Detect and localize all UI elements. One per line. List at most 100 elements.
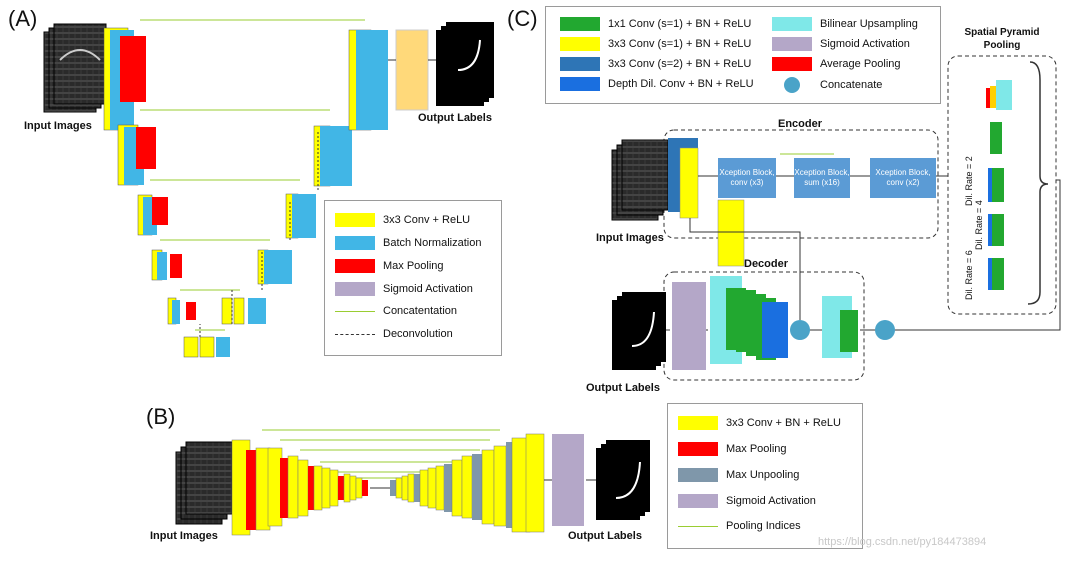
sigmoid-block-a [395,29,429,111]
deeplab-diagram [611,55,1061,381]
segnet-decoder [390,433,545,533]
legend-swatch [335,213,375,227]
legend-swatch [678,416,718,430]
legend-item: Sigmoid Activation [335,282,473,296]
panel-label-b: (B) [146,404,176,429]
legend-label: Sigmoid Activation [726,495,816,507]
legend-label: Max Unpooling [726,469,800,481]
legend-item: Max Unpooling [678,468,799,482]
concat-node-1 [790,320,810,340]
deconv-lines-a [199,130,319,337]
segnet-encoder [231,439,368,536]
legend-label: Sigmoid Activation [820,38,910,50]
legend-swatch [335,282,375,296]
unet-decoder [221,29,388,325]
output-label-stack-a [436,22,494,106]
legend-label: Concatentation [383,305,457,317]
input-image-stack-c [611,139,669,221]
legend-label: 1x1 Conv (s=1) + BN + ReLU [608,18,752,30]
spp-blocks [986,80,1012,290]
legend-item: 3x3 Conv + BN + ReLU [678,416,841,430]
legend-item: Batch Normalization [335,236,481,250]
output-label-stack-c [612,292,666,370]
legend-swatch [678,442,718,456]
dil-rate-6-label: Dil. Rate = 6 [964,250,974,300]
legend-swatch [560,57,600,71]
pooling-index-lines [262,429,500,479]
caption-output-c: Output Labels [586,382,660,394]
sigmoid-block-c [672,282,706,370]
legend-item: Concatentation [335,305,457,317]
legend-item: Max Pooling [335,259,444,273]
legend-label: Depth Dil. Conv + BN + ReLU [608,78,754,90]
xception-block-3: Xception Block, conv (x2) [870,158,936,198]
legend-c: 1x1 Conv (s=1) + BN + ReLU 3x3 Conv (s=1)… [545,6,941,104]
legend-item: Average Pooling [772,57,901,71]
legend-label: Batch Normalization [383,237,482,249]
dil-rate-4-label: Dil. Rate = 4 [974,200,984,250]
xception-block-2: Xception Block, sum (x16) [794,158,850,198]
legend-item: 3x3 Conv + ReLU [335,213,470,227]
legend-swatch [335,236,375,250]
legend-item: Concatenate [772,77,882,93]
legend-swatch [335,259,375,273]
concat-lines-a [140,19,365,331]
legend-a: 3x3 Conv + ReLU Batch Normalization Max Po… [324,200,502,356]
legend-label: Max Pooling [383,260,444,272]
legend-label: Sigmoid Activation [383,283,473,295]
caption-input-b: Input Images [150,530,218,542]
input-image-stack-a [43,23,107,113]
legend-label: 3x3 Conv + ReLU [383,214,471,226]
caption-input-a: Input Images [24,120,92,132]
legend-label: Max Pooling [726,443,787,455]
legend-swatch [678,468,718,482]
legend-item: Sigmoid Activation [678,494,816,508]
legend-label: Deconvolution [383,328,453,340]
legend-swatch [335,310,375,312]
unet-bottleneck [183,336,230,358]
caption-input-c: Input Images [596,232,664,244]
legend-swatch [784,77,800,93]
dil-rate-2-label: Dil. Rate = 2 [964,156,974,206]
legend-item: 3x3 Conv (s=1) + BN + ReLU [560,37,751,51]
legend-swatch [560,37,600,51]
panel-label-c: (C) [507,6,538,31]
legend-label: 3x3 Conv + BN + ReLU [726,417,841,429]
spp-box [947,55,1057,315]
legend-label: Average Pooling [820,58,901,70]
legend-label: 3x3 Conv (s=2) + BN + ReLU [608,58,752,70]
legend-swatch [772,57,812,71]
legend-item: 1x1 Conv (s=1) + BN + ReLU [560,17,751,31]
legend-item: Max Pooling [678,442,787,456]
unet-diagram [43,19,494,358]
legend-label: Bilinear Upsampling [820,18,918,30]
decoder-box [663,271,865,381]
conv3x3-block [679,147,699,219]
legend-label: Pooling Indices [726,520,801,532]
legend-item: Bilinear Upsampling [772,17,918,31]
watermark-text: https://blog.csdn.net/py184473894 [818,536,987,548]
legend-swatch [560,17,600,31]
legend-swatch [335,333,375,335]
legend-swatch [560,77,600,91]
panel-label-a: (A) [8,6,38,31]
xception-block-1: Xception Block, conv (x3) [718,158,776,198]
spp-title: Spatial Pyramid Pooling [964,27,1040,51]
legend-b: 3x3 Conv + BN + ReLU Max Pooling Max Unpoo… [667,403,863,549]
legend-item: Depth Dil. Conv + BN + ReLU [560,77,754,91]
legend-swatch [678,525,718,527]
legend-swatch [772,37,812,51]
legend-swatch [678,494,718,508]
concat-node-2 [875,320,895,340]
unet-encoder [103,27,196,325]
output-label-stack-b [596,440,650,520]
encoder-title: Encoder [778,118,823,130]
legend-item: 3x3 Conv (s=2) + BN + ReLU [560,57,751,71]
legend-label: Concatenate [820,79,883,91]
caption-output-b: Output Labels [568,530,642,542]
spp-brace [1027,61,1049,305]
legend-item: Pooling Indices [678,520,801,532]
low-level-feature-block [717,199,745,267]
segnet-diagram [175,429,650,536]
